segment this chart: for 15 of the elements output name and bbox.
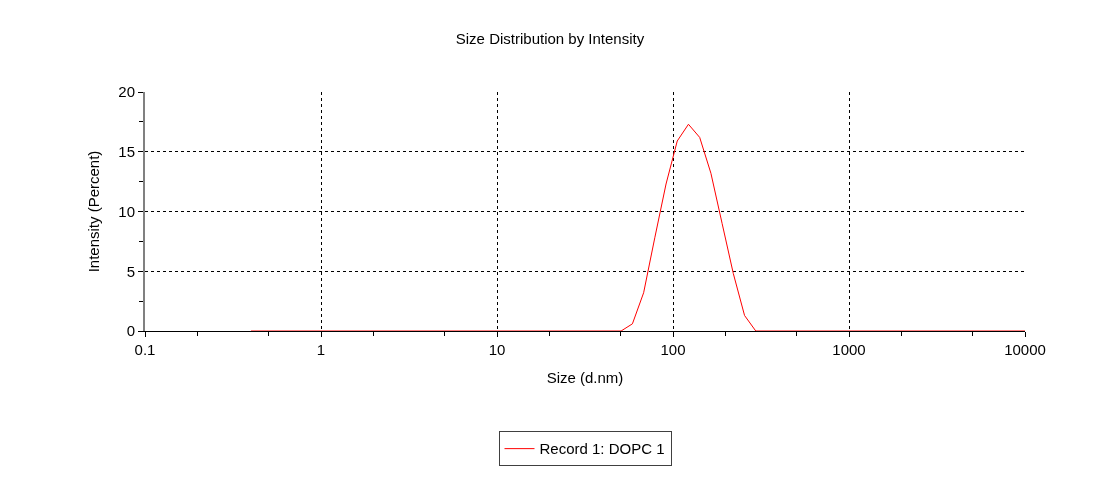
legend-label: Record 1: DOPC 1 [539, 440, 665, 458]
y-tick-label: 0 [126, 322, 135, 340]
x-tick-label: 100 [660, 341, 686, 358]
x-tick-label: 1000 [832, 341, 866, 358]
chart-title: Size Distribution by Intensity [455, 29, 645, 47]
y-tick-label: 10 [118, 202, 135, 220]
x-tick-label: 10 [488, 341, 506, 358]
y-tick-label: 5 [126, 262, 135, 280]
x-tick-label: 1 [316, 341, 326, 358]
y-axis-title: Intensity (Percent) [85, 150, 103, 273]
x-tick-label: 0.1 [134, 341, 156, 358]
y-tick-label: 15 [118, 143, 135, 160]
x-tick-label: 10000 [1004, 341, 1046, 358]
x-axis-title: Size (d.nm) [546, 369, 624, 386]
y-tick-label: 20 [118, 83, 135, 101]
